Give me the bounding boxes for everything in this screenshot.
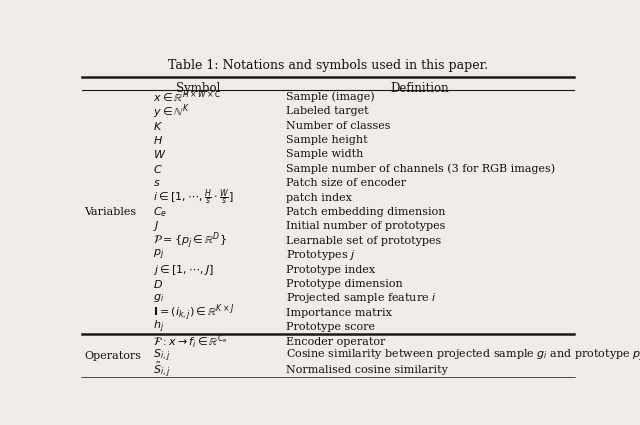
Text: Prototype index: Prototype index — [286, 265, 375, 275]
Text: $J$: $J$ — [154, 219, 160, 233]
Text: $y \in \mathbb{N}^{K}$: $y \in \mathbb{N}^{K}$ — [154, 102, 191, 121]
Text: Number of classes: Number of classes — [286, 121, 390, 130]
Text: $C_e$: $C_e$ — [154, 205, 168, 219]
Text: Prototype dimension: Prototype dimension — [286, 279, 403, 289]
Text: $s$: $s$ — [154, 178, 161, 188]
Text: Normalised cosine similarity: Normalised cosine similarity — [286, 366, 448, 375]
Text: $i \in [1, \cdots, \frac{H}{s} \cdot \frac{W}{s}]$: $i \in [1, \cdots, \frac{H}{s} \cdot \fr… — [154, 187, 234, 208]
Text: $\mathcal{F}: x \rightarrow f_i \in \mathbb{R}^{C_e}$: $\mathcal{F}: x \rightarrow f_i \in \mat… — [154, 332, 228, 351]
Text: Prototype score: Prototype score — [286, 322, 375, 332]
Text: Table 1: Notations and symbols used in this paper.: Table 1: Notations and symbols used in t… — [168, 59, 488, 72]
Text: Learnable set of prototypes: Learnable set of prototypes — [286, 236, 441, 246]
Text: Sample (image): Sample (image) — [286, 91, 374, 102]
Text: Definition: Definition — [390, 82, 449, 95]
Text: $K$: $K$ — [154, 119, 163, 132]
Text: $S_{i,j}$: $S_{i,j}$ — [154, 348, 171, 364]
Text: Projected sample feature $i$: Projected sample feature $i$ — [286, 292, 436, 306]
Text: Sample width: Sample width — [286, 150, 364, 159]
Text: Prototypes $j$: Prototypes $j$ — [286, 248, 355, 262]
Text: patch index: patch index — [286, 193, 352, 203]
Text: $j \in [1, \cdots, J]$: $j \in [1, \cdots, J]$ — [154, 263, 214, 277]
Text: Labeled target: Labeled target — [286, 106, 369, 116]
Text: $W$: $W$ — [154, 148, 167, 160]
Text: Symbol: Symbol — [176, 82, 220, 95]
Text: Importance matrix: Importance matrix — [286, 308, 392, 318]
Text: $H$: $H$ — [154, 134, 163, 146]
Text: $g_i$: $g_i$ — [154, 292, 164, 304]
Text: Cosine similarity between projected sample $g_i$ and prototype $p_j$: Cosine similarity between projected samp… — [286, 348, 640, 364]
Text: $D$: $D$ — [154, 278, 163, 290]
Text: $p_j$: $p_j$ — [154, 248, 164, 262]
Text: Patch embedding dimension: Patch embedding dimension — [286, 207, 445, 217]
Text: $C$: $C$ — [154, 163, 163, 175]
Text: $\mathbf{I} = (i_{k,j}) \in \mathbb{R}^{K\times J}$: $\mathbf{I} = (i_{k,j}) \in \mathbb{R}^{… — [154, 302, 235, 323]
Text: $\tilde{S}_{i,j}$: $\tilde{S}_{i,j}$ — [154, 361, 171, 380]
Text: Patch size of encoder: Patch size of encoder — [286, 178, 406, 188]
Text: $h_j$: $h_j$ — [154, 319, 164, 335]
Text: Sample number of channels (3 for RGB images): Sample number of channels (3 for RGB ima… — [286, 164, 555, 174]
Text: $x \in \mathbb{R}^{H\times W\times C}$: $x \in \mathbb{R}^{H\times W\times C}$ — [154, 88, 223, 105]
Text: Variables: Variables — [84, 207, 136, 217]
Text: Encoder operator: Encoder operator — [286, 337, 385, 347]
Text: Initial number of prototypes: Initial number of prototypes — [286, 221, 445, 231]
Text: Operators: Operators — [84, 351, 141, 361]
Text: $\mathcal{P} = \{p_j \in \mathbb{R}^{D}\}$: $\mathcal{P} = \{p_j \in \mathbb{R}^{D}\… — [154, 230, 227, 251]
Text: Sample height: Sample height — [286, 135, 367, 145]
